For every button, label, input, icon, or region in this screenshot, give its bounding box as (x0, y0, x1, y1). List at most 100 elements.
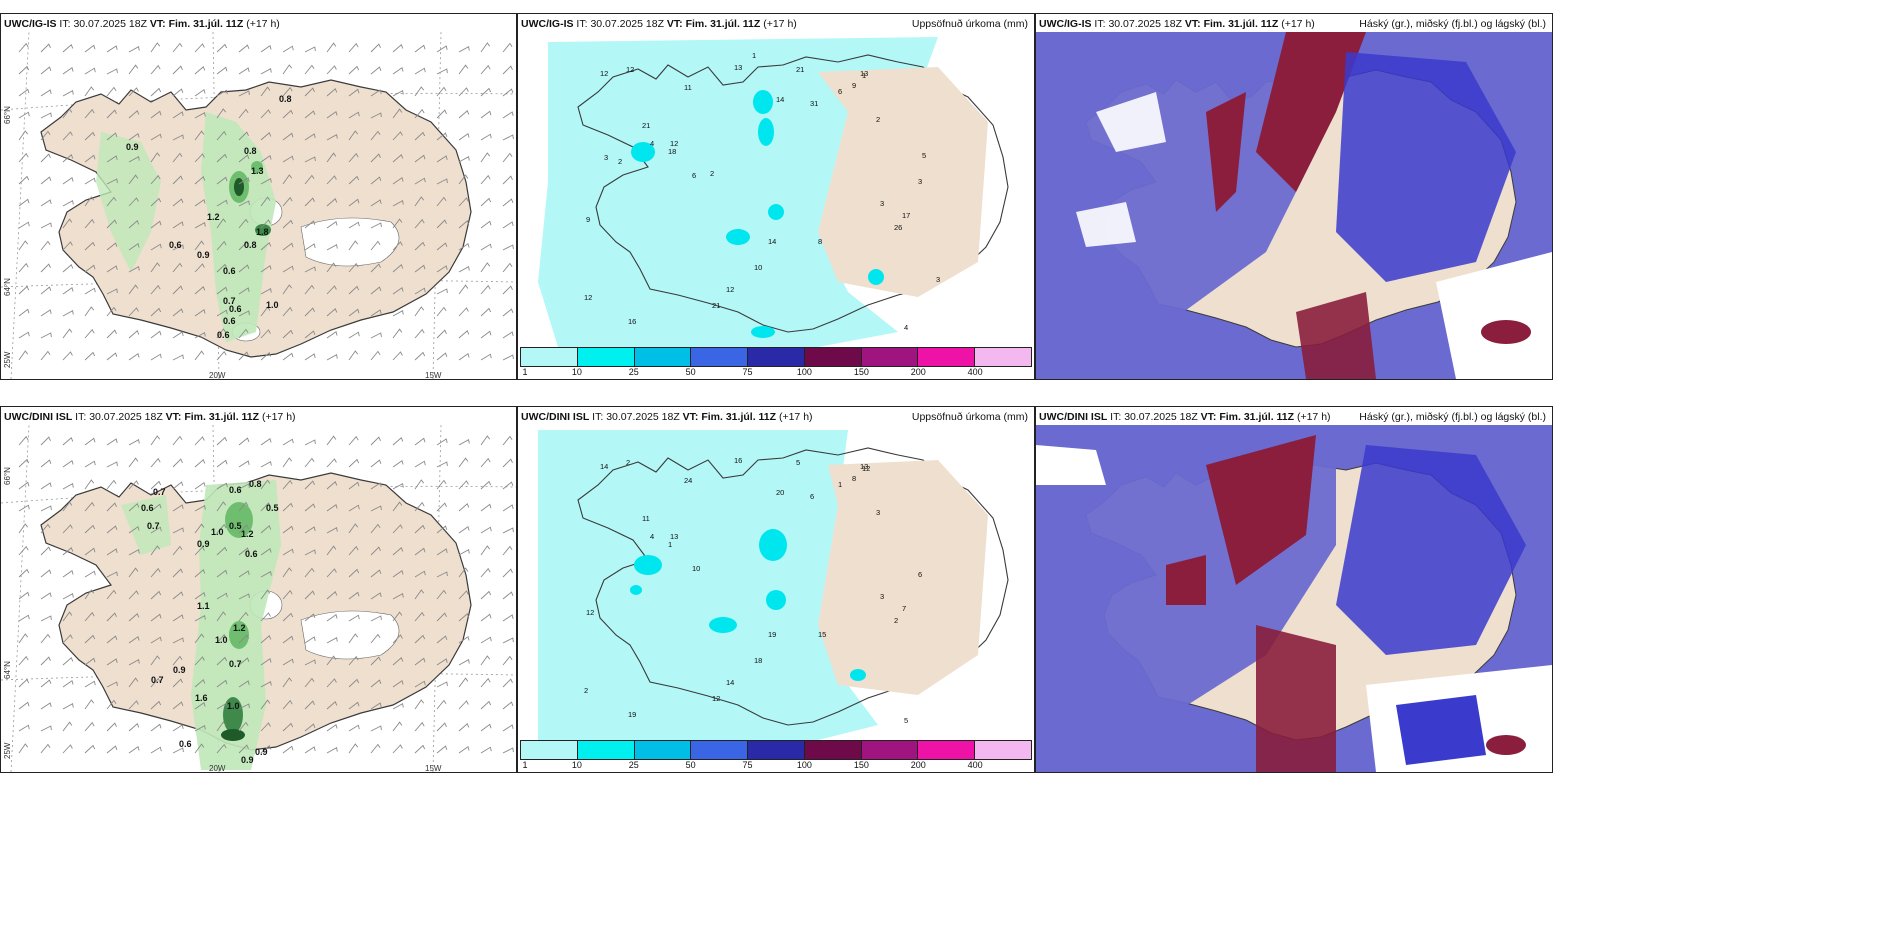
wind-barb (260, 196, 271, 207)
wind-barb (18, 262, 29, 273)
precip-value: 2 (626, 458, 630, 467)
wind-barb (128, 567, 139, 578)
wind-barb (238, 611, 249, 622)
wind-barb (194, 459, 206, 468)
wind-barb (18, 701, 30, 710)
wind-barb (62, 264, 74, 273)
wind-barb (194, 569, 206, 578)
wind-barb (194, 332, 206, 339)
wind-label: 1.3 (251, 166, 264, 176)
wind-barb (480, 567, 491, 578)
wind-barb (150, 330, 162, 339)
wind-barb (392, 176, 404, 185)
wind-barb (458, 439, 470, 446)
wind-barb (304, 284, 315, 295)
wind-barb (40, 332, 52, 339)
precip-value: 3 (604, 153, 608, 162)
wind-barb (458, 567, 469, 578)
wind-barb (502, 458, 513, 468)
wind-map: 0.8 0.9 0.8 1.3 1.2 1.8 0.6 0.9 0.8 0.6 … (1, 32, 516, 379)
wind-barb (238, 744, 249, 754)
wind-barb (260, 525, 272, 534)
wind-barb (238, 483, 250, 490)
wind-barb (458, 64, 469, 75)
precip-value: 8 (818, 237, 822, 246)
wind-barb (128, 635, 140, 644)
wind-barb (216, 436, 228, 446)
precip-value: 9 (586, 215, 590, 224)
wind-barb (150, 307, 162, 317)
wind-barb (436, 219, 447, 229)
wind-barb (392, 44, 404, 53)
wind-barb (238, 177, 250, 185)
wind-barb (480, 307, 492, 317)
wind-barb (414, 634, 426, 644)
wind-barb (260, 589, 271, 600)
precip-value: 5 (922, 151, 926, 160)
wind-barb (458, 266, 470, 273)
wind-barb (194, 263, 205, 273)
wind-barb (84, 524, 96, 534)
wind-barb (304, 549, 316, 556)
wind-barb (260, 502, 271, 512)
wind-barb (106, 658, 118, 666)
wind-barb (40, 112, 52, 119)
colorbar-tick: 25 (628, 760, 639, 770)
wind-barb (370, 240, 381, 251)
wind-barb (260, 154, 272, 163)
wind-barb (502, 285, 513, 295)
wind-barb (370, 459, 382, 468)
wind-barb (84, 634, 96, 644)
wind-barb (370, 679, 382, 688)
precip-value: 16 (734, 456, 742, 465)
wind-label: 0.6 (223, 266, 236, 276)
wind-barb (260, 329, 271, 339)
wind-barb (40, 222, 52, 229)
wind-barb (194, 725, 206, 732)
wind-barb (150, 457, 161, 468)
wind-label: 1.2 (207, 212, 220, 222)
wind-barb (326, 244, 338, 251)
wind-barb (150, 545, 161, 556)
wind-barb (326, 655, 337, 666)
wind-barb (480, 152, 491, 163)
wind-barb (260, 352, 272, 361)
wind-barb (216, 501, 227, 512)
wind-barb (128, 330, 140, 339)
wind-barb (326, 613, 338, 622)
wind-barb (106, 178, 118, 185)
colorbar-tick: 75 (742, 367, 753, 377)
wind-barb (216, 263, 228, 273)
wind-barb (106, 219, 117, 229)
wind-barb (348, 523, 359, 534)
wind-label: 1.1 (197, 601, 210, 611)
wind-barb (40, 482, 52, 490)
wind-barb (282, 589, 293, 600)
wind-barb (106, 589, 117, 600)
wind-barb (194, 286, 206, 295)
wind-barb (62, 483, 74, 490)
wind-barb (348, 308, 360, 317)
precip-green (121, 480, 281, 770)
precip-value: 1 (862, 71, 866, 80)
wind-barb (282, 502, 294, 512)
wind-barb (150, 700, 162, 710)
wind-barb (150, 87, 162, 97)
precip-value: 12 (586, 608, 594, 617)
wind-barb (326, 481, 338, 490)
wind-barb (128, 110, 140, 119)
wind-barb (150, 480, 162, 490)
wind-barb (480, 677, 491, 688)
wind-barb (348, 481, 360, 490)
precip-value: 10 (754, 263, 762, 272)
wind-values: 0.7 0.6 0.8 0.6 0.7 0.5 1.0 0.9 0.5 1.2 … (141, 479, 279, 765)
wind-barb (238, 241, 249, 251)
wind-barb (480, 480, 492, 490)
wind-barb (128, 64, 139, 75)
wind-barb (304, 87, 315, 97)
wind-barb (370, 66, 382, 75)
wind-barb (260, 132, 272, 141)
colorbar-swatch (861, 741, 919, 759)
wind-barb (326, 503, 338, 512)
lat-label-66: 66°N (3, 106, 12, 124)
